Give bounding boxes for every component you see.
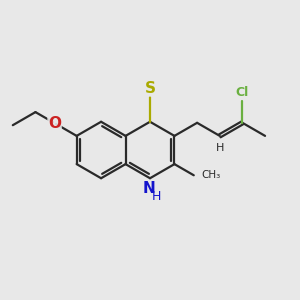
- Text: O: O: [48, 116, 61, 131]
- Text: N: N: [142, 181, 155, 196]
- Text: H: H: [152, 190, 161, 203]
- Text: CH₃: CH₃: [201, 170, 220, 180]
- Text: H: H: [216, 143, 224, 153]
- Text: S: S: [145, 81, 155, 96]
- Text: Cl: Cl: [236, 86, 249, 99]
